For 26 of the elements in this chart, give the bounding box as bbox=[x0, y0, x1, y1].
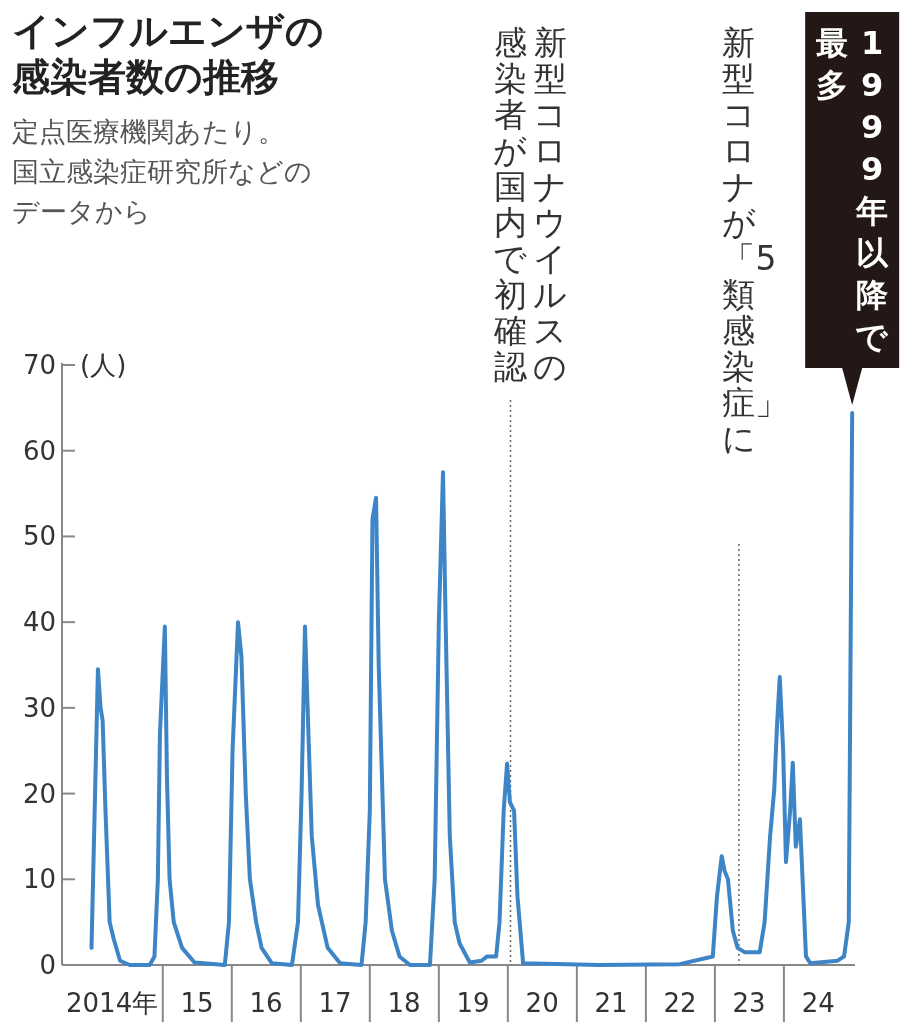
y-tick-label: 70 bbox=[22, 350, 56, 380]
y-tick-label: 0 bbox=[39, 950, 56, 980]
x-tick-label: 16 bbox=[249, 988, 283, 1018]
text: 1999年以降で最多 bbox=[816, 24, 889, 356]
y-tick-label: 40 bbox=[22, 607, 56, 638]
x-tick-label: 18 bbox=[387, 988, 421, 1018]
y-tick-label: 20 bbox=[22, 778, 56, 809]
text: 新型コロナが「5類感染症」に bbox=[722, 23, 789, 458]
y-tick-label: 50 bbox=[22, 521, 56, 552]
chart-subtitle: 定点医療機関あたり。 bbox=[12, 115, 285, 149]
x-tick-label: 20 bbox=[525, 988, 559, 1018]
chart-title: インフルエンザの感染者数の推移 bbox=[12, 8, 325, 100]
x-tick-label: 21 bbox=[594, 988, 628, 1018]
y-tick-label: 30 bbox=[22, 692, 56, 723]
y-tick-label: 60 bbox=[22, 435, 56, 466]
text: 新型コロナウイルスの感染者が国内で初確認 bbox=[492, 23, 567, 386]
y-tick-label: 10 bbox=[22, 864, 56, 895]
x-tick-label: 19 bbox=[456, 988, 490, 1018]
y-axis-title: (人) bbox=[80, 350, 127, 380]
x-tick-label: 2014年 bbox=[66, 988, 159, 1018]
x-tick-label: 15 bbox=[180, 988, 214, 1018]
text: 国立感染症研究所などのデータから bbox=[12, 155, 313, 229]
x-tick-label: 23 bbox=[732, 988, 766, 1018]
x-tick-label: 22 bbox=[663, 988, 697, 1018]
x-tick-label: 24 bbox=[801, 988, 835, 1018]
x-tick-label: 17 bbox=[318, 988, 352, 1018]
